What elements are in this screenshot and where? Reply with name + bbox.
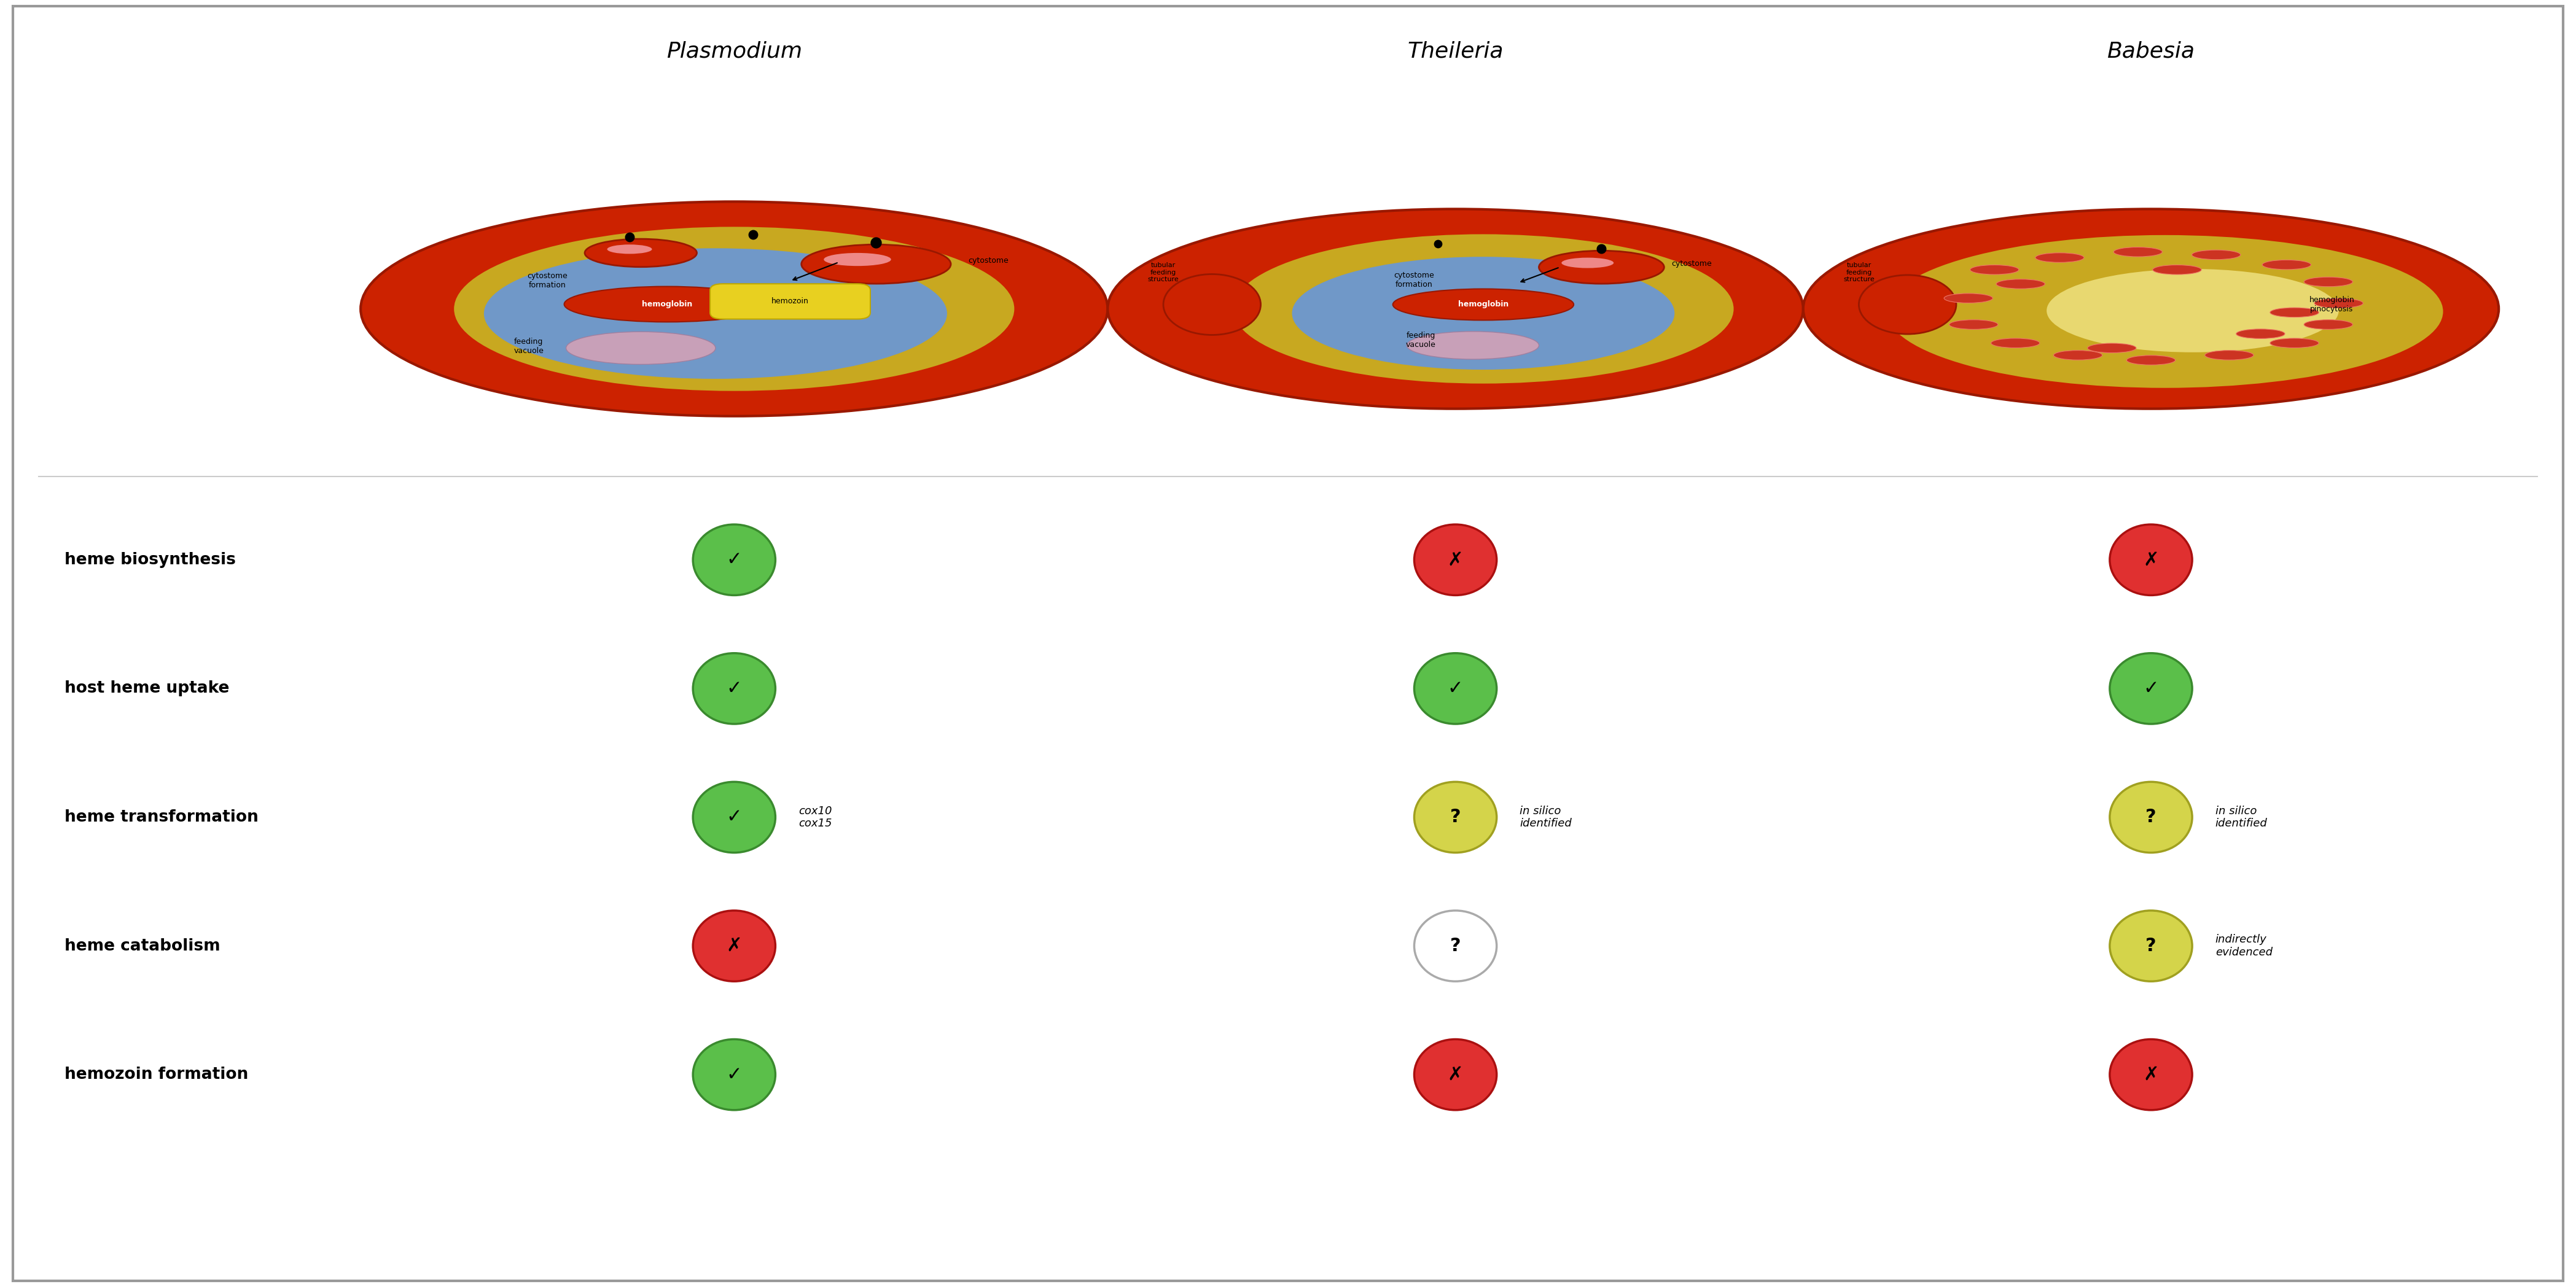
Text: ✗: ✗ <box>726 937 742 955</box>
Text: feeding
vacuole: feeding vacuole <box>513 337 544 355</box>
Ellipse shape <box>1234 234 1734 384</box>
Ellipse shape <box>484 248 948 378</box>
Text: cytostome: cytostome <box>969 256 1007 264</box>
Ellipse shape <box>1406 332 1538 359</box>
Ellipse shape <box>1996 279 2045 288</box>
Ellipse shape <box>1293 257 1674 369</box>
Text: heme transformation: heme transformation <box>64 810 258 825</box>
Text: heme biosynthesis: heme biosynthesis <box>64 552 234 568</box>
Text: ✓: ✓ <box>2143 680 2159 698</box>
Text: ✗: ✗ <box>2143 551 2159 569</box>
Text: cox10
cox15: cox10 cox15 <box>799 806 832 829</box>
Text: ✗: ✗ <box>1448 1066 1463 1084</box>
Ellipse shape <box>1971 265 2020 274</box>
Ellipse shape <box>2128 355 2174 366</box>
Ellipse shape <box>2110 1040 2192 1109</box>
Ellipse shape <box>564 287 770 322</box>
Ellipse shape <box>693 782 775 853</box>
Ellipse shape <box>1394 288 1574 320</box>
Ellipse shape <box>1561 257 1613 268</box>
Ellipse shape <box>1414 653 1497 723</box>
Text: hemozoin: hemozoin <box>770 297 809 305</box>
Ellipse shape <box>1108 208 1803 409</box>
Ellipse shape <box>2087 344 2136 353</box>
Text: hemoglobin: hemoglobin <box>1458 301 1510 309</box>
Ellipse shape <box>1414 1040 1497 1109</box>
Ellipse shape <box>2262 260 2311 269</box>
Text: in silico
identified: in silico identified <box>2215 806 2267 829</box>
Text: ✓: ✓ <box>1448 680 1463 698</box>
Ellipse shape <box>2045 269 2339 353</box>
Ellipse shape <box>2303 319 2352 329</box>
Ellipse shape <box>2303 277 2352 287</box>
Ellipse shape <box>2236 329 2285 338</box>
Ellipse shape <box>1945 293 1994 302</box>
Text: heme catabolism: heme catabolism <box>64 938 219 954</box>
Ellipse shape <box>1164 274 1260 335</box>
Ellipse shape <box>1803 208 2499 409</box>
Text: ✓: ✓ <box>726 551 742 569</box>
Text: ✗: ✗ <box>2143 1066 2159 1084</box>
Ellipse shape <box>2053 350 2102 360</box>
Text: hemoglobin: hemoglobin <box>641 300 693 308</box>
Ellipse shape <box>2269 308 2318 317</box>
Text: indirectly
evidenced: indirectly evidenced <box>2215 934 2272 958</box>
Ellipse shape <box>2110 653 2192 723</box>
Ellipse shape <box>1414 911 1497 981</box>
Ellipse shape <box>693 653 775 723</box>
Text: ?: ? <box>1450 808 1461 826</box>
Ellipse shape <box>2313 299 2362 308</box>
Text: cytostome: cytostome <box>1672 260 1713 268</box>
Text: hemozoin formation: hemozoin formation <box>64 1067 247 1082</box>
Text: host heme uptake: host heme uptake <box>64 681 229 696</box>
Text: ✗: ✗ <box>1448 551 1463 569</box>
Ellipse shape <box>1886 236 2442 387</box>
Ellipse shape <box>567 332 716 364</box>
Ellipse shape <box>801 245 951 283</box>
Text: in silico
identified: in silico identified <box>1520 806 1571 829</box>
Text: ?: ? <box>2146 808 2156 826</box>
Text: tubular
feeding
structure: tubular feeding structure <box>1844 263 1875 283</box>
Text: hemoglobin
pinocytosis: hemoglobin pinocytosis <box>2308 296 2354 313</box>
Ellipse shape <box>2112 247 2161 256</box>
Text: ✓: ✓ <box>726 1066 742 1084</box>
Ellipse shape <box>1538 251 1664 283</box>
Text: Plasmodium: Plasmodium <box>667 41 801 62</box>
Ellipse shape <box>693 525 775 596</box>
Ellipse shape <box>2192 250 2241 260</box>
Text: ?: ? <box>1450 937 1461 955</box>
Ellipse shape <box>693 1040 775 1109</box>
Ellipse shape <box>361 202 1108 416</box>
Ellipse shape <box>2110 782 2192 853</box>
Text: Theileria: Theileria <box>1406 41 1504 62</box>
Ellipse shape <box>608 245 652 254</box>
Text: ✓: ✓ <box>726 808 742 826</box>
Ellipse shape <box>1950 319 1999 329</box>
Ellipse shape <box>1414 782 1497 853</box>
Text: feeding
vacuole: feeding vacuole <box>1406 332 1435 349</box>
Ellipse shape <box>2269 338 2318 347</box>
Text: cytostome
formation: cytostome formation <box>528 273 567 290</box>
Ellipse shape <box>1991 338 2040 347</box>
Text: ?: ? <box>2146 937 2156 955</box>
Text: Babesia: Babesia <box>2107 41 2195 62</box>
Ellipse shape <box>1414 525 1497 596</box>
Text: tubular
feeding
structure: tubular feeding structure <box>1149 263 1180 283</box>
Text: ✓: ✓ <box>726 680 742 698</box>
Text: cytostome
formation: cytostome formation <box>1394 272 1435 288</box>
Ellipse shape <box>824 254 891 266</box>
Ellipse shape <box>2035 252 2084 263</box>
Ellipse shape <box>585 239 696 266</box>
FancyBboxPatch shape <box>711 284 871 319</box>
Ellipse shape <box>2154 265 2202 274</box>
Ellipse shape <box>453 227 1015 391</box>
Ellipse shape <box>1860 275 1955 335</box>
Ellipse shape <box>2205 350 2254 360</box>
Ellipse shape <box>693 911 775 981</box>
Ellipse shape <box>2110 525 2192 596</box>
Ellipse shape <box>2110 911 2192 981</box>
